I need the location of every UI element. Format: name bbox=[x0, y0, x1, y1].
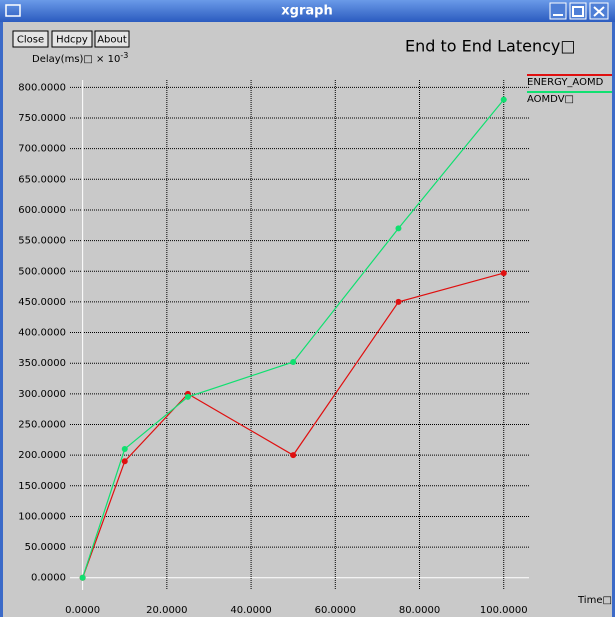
x-tick-label: 40.0000 bbox=[230, 605, 271, 616]
data-point bbox=[290, 358, 297, 365]
x-tick-label: 0.0000 bbox=[65, 605, 100, 616]
y-tick-label: 600.0000 bbox=[18, 205, 66, 216]
close-button-label[interactable]: Close bbox=[17, 35, 44, 46]
y-tick-label: 700.0000 bbox=[18, 144, 66, 155]
series-line bbox=[82, 99, 505, 578]
data-point bbox=[500, 96, 507, 103]
y-axis-label-exponent: -3 bbox=[120, 51, 128, 60]
x-tick-label: 20.0000 bbox=[146, 605, 187, 616]
y-tick-label: 200.0000 bbox=[18, 450, 66, 461]
about-button[interactable] bbox=[94, 30, 130, 48]
hdcpy-button-label[interactable]: Hdcpy bbox=[56, 35, 88, 46]
window-border bbox=[612, 22, 615, 617]
minimize-button[interactable] bbox=[549, 2, 567, 20]
data-point bbox=[395, 298, 402, 305]
window-button-glyphs bbox=[553, 6, 605, 17]
y-tick-label: 250.0000 bbox=[18, 419, 66, 430]
y-axis-label-text: Delay(ms)□ × 10 bbox=[32, 54, 120, 65]
y-tick-label: 650.0000 bbox=[18, 174, 66, 185]
y-axis-label: Delay(ms)□ × 10-3 bbox=[32, 51, 128, 66]
data-point bbox=[121, 458, 128, 465]
y-tick-label: 300.0000 bbox=[18, 389, 66, 400]
y-tick-label: 350.0000 bbox=[18, 358, 66, 369]
data-point bbox=[395, 225, 402, 232]
y-tick-label: 150.0000 bbox=[18, 481, 66, 492]
window-border bbox=[0, 22, 3, 617]
x-tick-label: 100.0000 bbox=[480, 605, 528, 616]
window-title: xgraph bbox=[281, 4, 332, 19]
hdcpy-button[interactable] bbox=[51, 30, 93, 48]
y-tick-label: 100.0000 bbox=[18, 511, 66, 522]
data-point bbox=[79, 574, 86, 581]
close-button[interactable] bbox=[12, 30, 49, 48]
y-tick-label: 750.0000 bbox=[18, 113, 66, 124]
y-tick-label: 50.0000 bbox=[25, 542, 66, 553]
y-tick-label: 500.0000 bbox=[18, 266, 66, 277]
x-tick-label: 80.0000 bbox=[399, 605, 440, 616]
y-tick-label: 550.0000 bbox=[18, 236, 66, 247]
legend-label: AOMDV□ bbox=[527, 94, 574, 105]
title-bar bbox=[0, 0, 615, 22]
x-axis-label: Time□ bbox=[577, 595, 612, 606]
x-tick-label: 60.0000 bbox=[315, 605, 356, 616]
about-button-label[interactable]: About bbox=[97, 35, 127, 46]
y-tick-label: 800.0000 bbox=[18, 82, 66, 93]
chart-title: End to End Latency□ bbox=[405, 37, 576, 56]
window-menu-icon[interactable] bbox=[5, 4, 21, 17]
data-point bbox=[500, 270, 507, 277]
data-point bbox=[184, 393, 191, 400]
y-tick-label: 0.0000 bbox=[31, 573, 66, 584]
legend-label: ENERGY_AOMD bbox=[527, 77, 604, 88]
data-point bbox=[121, 446, 128, 453]
data-point bbox=[290, 452, 297, 459]
series-line bbox=[82, 272, 504, 578]
y-tick-label: 400.0000 bbox=[18, 328, 66, 339]
y-tick-label: 450.0000 bbox=[18, 297, 66, 308]
